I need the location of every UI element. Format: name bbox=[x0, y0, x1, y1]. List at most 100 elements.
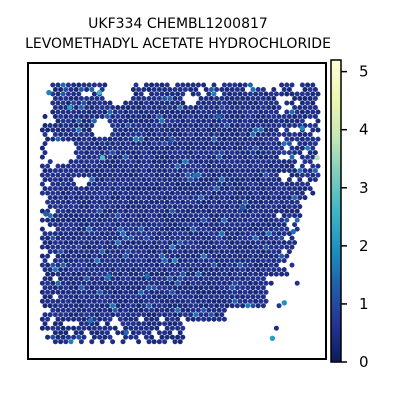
spot bbox=[164, 307, 170, 313]
spot bbox=[268, 100, 274, 106]
spot bbox=[117, 271, 123, 277]
spot bbox=[302, 105, 308, 110]
spot bbox=[190, 289, 196, 295]
spot bbox=[286, 132, 292, 137]
spot bbox=[175, 127, 181, 133]
spot bbox=[39, 316, 45, 322]
spot bbox=[81, 100, 87, 106]
spot bbox=[294, 226, 300, 232]
spot bbox=[177, 177, 183, 183]
spot bbox=[250, 186, 256, 192]
spot bbox=[245, 204, 251, 210]
spot bbox=[302, 195, 308, 201]
spot bbox=[130, 303, 136, 309]
spot bbox=[294, 181, 300, 187]
spot bbox=[84, 96, 90, 101]
spot bbox=[312, 168, 318, 174]
spot bbox=[206, 217, 212, 223]
spot bbox=[99, 105, 105, 110]
spot bbox=[245, 213, 251, 219]
spot bbox=[133, 217, 139, 223]
spot bbox=[47, 240, 53, 246]
spot bbox=[206, 136, 212, 142]
spot bbox=[245, 105, 251, 110]
spot bbox=[190, 307, 196, 313]
spot bbox=[229, 141, 235, 147]
spot bbox=[175, 235, 181, 241]
spot bbox=[130, 222, 136, 228]
spot bbox=[164, 316, 170, 322]
spot bbox=[258, 199, 264, 205]
spot bbox=[229, 267, 235, 273]
spot bbox=[50, 307, 56, 313]
spot bbox=[164, 91, 170, 97]
spot bbox=[151, 285, 157, 291]
spot bbox=[136, 339, 142, 345]
spot bbox=[39, 181, 45, 187]
spot bbox=[276, 204, 282, 210]
spot bbox=[73, 249, 79, 255]
spot bbox=[203, 123, 209, 128]
spot bbox=[250, 303, 256, 309]
spot bbox=[253, 208, 259, 214]
spot bbox=[227, 235, 233, 241]
spot bbox=[73, 141, 79, 147]
spot bbox=[180, 100, 186, 106]
spot bbox=[45, 271, 51, 277]
spot bbox=[240, 168, 246, 174]
spot bbox=[55, 82, 61, 88]
spot bbox=[188, 87, 194, 92]
spot bbox=[76, 136, 82, 142]
spot bbox=[133, 334, 139, 340]
spot bbox=[221, 82, 227, 88]
spot bbox=[42, 150, 48, 156]
spot bbox=[115, 168, 121, 174]
spot bbox=[60, 280, 66, 286]
spot bbox=[125, 294, 131, 300]
spot bbox=[164, 154, 170, 160]
spot bbox=[182, 222, 188, 228]
spot bbox=[276, 240, 282, 246]
spot bbox=[234, 222, 240, 228]
spot bbox=[299, 154, 305, 160]
spot bbox=[180, 334, 186, 340]
spot bbox=[130, 150, 136, 156]
spot bbox=[180, 109, 186, 115]
spot bbox=[175, 163, 181, 169]
spot bbox=[203, 159, 209, 165]
spot bbox=[104, 114, 110, 119]
spot bbox=[169, 226, 175, 232]
spot bbox=[284, 271, 290, 277]
spot bbox=[102, 244, 108, 250]
spot bbox=[84, 186, 90, 192]
spot bbox=[188, 114, 194, 119]
spot bbox=[297, 114, 303, 119]
spot bbox=[55, 136, 61, 142]
spot bbox=[221, 298, 227, 304]
spot bbox=[141, 186, 147, 192]
spot bbox=[258, 118, 264, 124]
spot bbox=[247, 181, 253, 187]
spot bbox=[211, 91, 217, 97]
spot bbox=[221, 109, 227, 115]
spot bbox=[232, 226, 238, 232]
spot bbox=[284, 91, 290, 97]
spot bbox=[58, 123, 64, 128]
spot bbox=[159, 334, 165, 340]
spot bbox=[102, 82, 108, 88]
spot bbox=[266, 123, 272, 128]
spot bbox=[255, 204, 261, 210]
spot bbox=[58, 249, 64, 255]
spot bbox=[125, 168, 131, 174]
spot bbox=[268, 127, 274, 133]
spot bbox=[91, 334, 97, 340]
spot bbox=[149, 334, 155, 340]
spot bbox=[151, 312, 157, 318]
spot bbox=[60, 91, 66, 97]
spot bbox=[117, 163, 123, 169]
spot bbox=[172, 150, 178, 156]
spot bbox=[292, 186, 298, 192]
spot bbox=[234, 105, 240, 110]
spot bbox=[52, 213, 58, 219]
spot bbox=[154, 109, 160, 115]
